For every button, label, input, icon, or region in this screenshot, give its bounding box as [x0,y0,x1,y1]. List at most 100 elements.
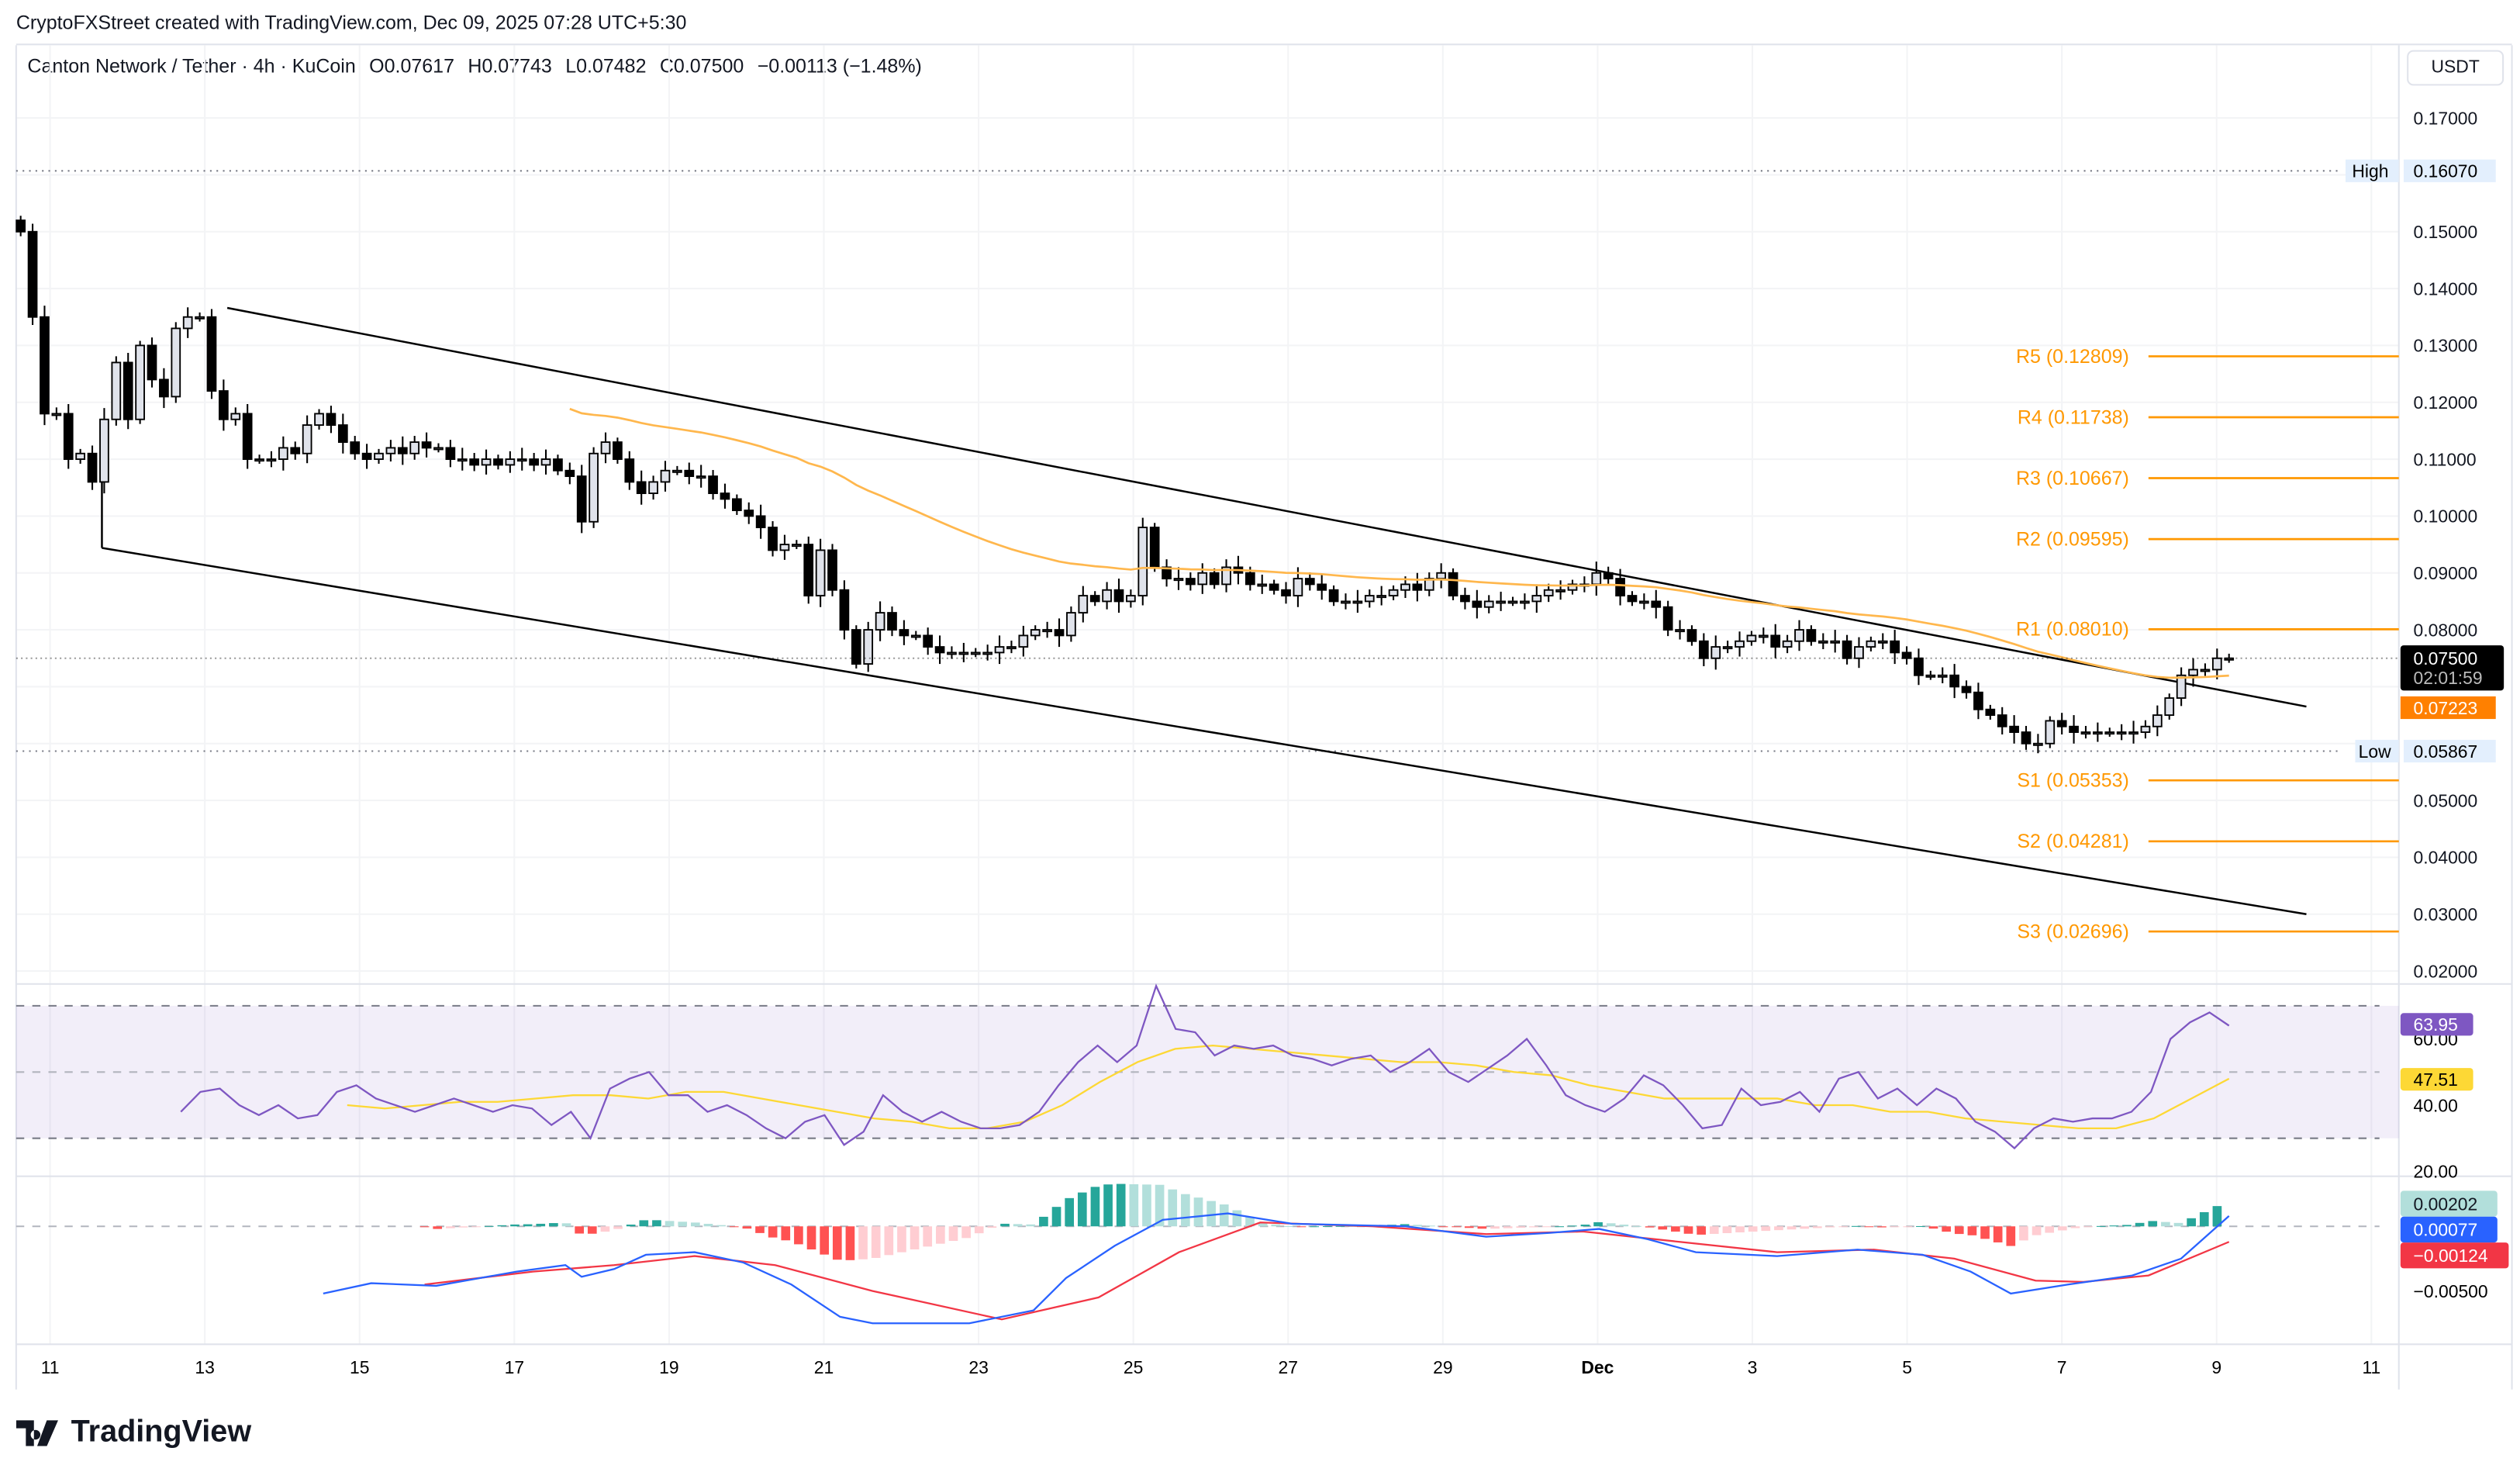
candle-body [1746,634,1757,642]
macd-histogram-bar [716,1225,726,1227]
candle-body [2211,657,2222,671]
macd-histogram-bar [536,1223,546,1227]
candle-body [51,413,62,416]
candle [242,403,253,469]
candle-body [1890,640,1900,654]
candle-body [1078,595,1089,614]
candle-body [195,316,205,320]
candle-body [2176,674,2187,700]
candle [1221,559,1231,593]
chart-canvas[interactable]: 0.17000 0.15000 0.14000 0.13000 0.12000 0.110… [0,0,2520,1405]
candle-body [1424,578,1434,591]
candle-body [1089,595,1100,603]
macd-histogram-bar [884,1226,894,1256]
candle [2152,705,2163,737]
macd-histogram-bar [1619,1225,1629,1227]
time-tick-label: 11 [2362,1357,2380,1377]
candle [1304,572,1315,591]
candle-body [2093,731,2103,735]
candle-body [851,629,861,665]
candle [1818,633,1828,650]
candle [1113,579,1124,613]
candle [1782,634,1793,654]
hl-value-bg [2403,159,2496,182]
candle-body [219,390,229,420]
macd-histogram-bar [1683,1226,1693,1234]
candle [1961,680,1972,699]
candle [87,445,98,490]
candle [1591,562,1602,596]
macd-histogram-bar [1942,1226,1951,1232]
high-value: 0.16070 [2413,161,2477,181]
candle [553,454,563,475]
price-tick-label: 0.15000 [2413,222,2477,242]
macd-histogram-bar [665,1221,675,1227]
candle-body [768,527,778,551]
candle [1794,620,1804,651]
candle [290,441,301,460]
candle [1102,582,1112,610]
candle-body [350,441,361,454]
macd-histogram-bar [729,1226,739,1228]
macd-histogram-bar [1271,1224,1281,1227]
tradingview-logo[interactable]: TradingView [16,1415,251,1451]
candle-body [1018,634,1029,648]
candle [254,454,264,464]
candle-body [1269,583,1279,591]
candle [445,440,456,468]
macd-histogram-bar [948,1226,958,1242]
candle [230,407,241,426]
candle-body [720,492,730,500]
candle [1173,567,1184,590]
candle-body [589,452,599,523]
candle-body [994,646,1005,654]
macd-histogram-bar [1490,1226,1500,1229]
candle [1018,625,1029,657]
candle [1531,584,1542,613]
candle [1627,591,1638,606]
price-tick-label: 0.09000 [2413,563,2477,583]
candle [1567,579,1578,595]
time-tick-label: 7 [2057,1357,2067,1377]
candle-body [744,510,754,517]
candle [732,494,742,515]
macd-histogram-bar [1039,1216,1048,1227]
candle [457,447,468,471]
candle-body [779,544,790,551]
macd-histogram-bar [2057,1226,2067,1231]
macd-histogram-bar [1903,1226,1913,1228]
candle [1078,586,1089,623]
candle [469,453,480,472]
symbol-title[interactable]: Canton Network / Tether · 4h · KuCoin [27,54,356,78]
currency-button[interactable]: USDT [2407,50,2504,86]
high-label: High [2352,161,2388,181]
candle-body [1317,583,1327,591]
candle-body [529,458,539,466]
candle [397,436,408,465]
macd-histogram-bar [691,1222,700,1227]
macd-histogram-bar [1541,1226,1552,1228]
candle [1770,624,1781,658]
candle [2009,715,2019,744]
candle [2200,663,2211,676]
macd-histogram-bar [1967,1226,1977,1235]
candle [672,465,682,475]
candle [1162,559,1172,587]
candle [1520,593,1530,610]
candle-body [1567,583,1578,591]
candle [2104,727,2115,737]
macd-histogram-bar [910,1226,920,1249]
candle [887,606,897,637]
candle-body [433,447,444,451]
candle-body [1066,612,1076,637]
candle-body [2056,720,2067,727]
candle [1758,627,1769,644]
macd-histogram-bar [1800,1226,1810,1229]
symbol-legend[interactable]: Canton Network / Tether · 4h · KuCoin O0… [27,55,930,78]
macd-signal-line [424,1221,2230,1321]
candle [1030,625,1041,641]
macd-histogram-bar [1322,1225,1332,1228]
candle-body [827,549,837,591]
candle [1507,596,1518,606]
candle-body [2152,714,2163,727]
